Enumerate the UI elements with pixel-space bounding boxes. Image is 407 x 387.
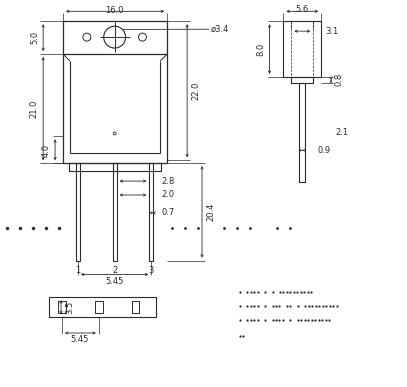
Bar xyxy=(149,163,153,260)
Text: 2.8: 2.8 xyxy=(161,176,175,186)
Bar xyxy=(131,301,140,313)
Bar xyxy=(49,297,156,317)
Bar xyxy=(76,163,80,260)
Text: 4.0: 4.0 xyxy=(42,144,50,157)
Bar xyxy=(95,301,103,313)
Bar xyxy=(69,163,161,171)
Text: 3.5: 3.5 xyxy=(66,301,74,314)
Text: 0.8: 0.8 xyxy=(335,73,344,86)
Text: 20.4: 20.4 xyxy=(206,203,215,221)
Text: 5.0: 5.0 xyxy=(31,31,40,44)
Text: 8.0: 8.0 xyxy=(256,43,265,56)
Text: 21.0: 21.0 xyxy=(30,99,39,118)
Bar xyxy=(291,77,313,83)
Text: 0.7: 0.7 xyxy=(161,208,175,217)
Text: 22.0: 22.0 xyxy=(192,82,201,100)
Text: 0.9: 0.9 xyxy=(317,146,330,155)
Bar xyxy=(113,163,117,260)
Text: 2.1: 2.1 xyxy=(335,128,348,137)
Text: 1: 1 xyxy=(75,266,81,275)
Text: 16.0: 16.0 xyxy=(105,6,124,15)
Bar xyxy=(283,21,321,77)
Text: 5.45: 5.45 xyxy=(105,277,124,286)
Bar xyxy=(63,21,167,163)
Text: 3.1: 3.1 xyxy=(325,27,338,36)
Text: ø3.4: ø3.4 xyxy=(211,25,229,34)
Text: 3: 3 xyxy=(149,266,154,275)
Text: 2: 2 xyxy=(112,266,117,275)
Text: 2.0: 2.0 xyxy=(161,190,175,199)
Text: 5.6: 5.6 xyxy=(295,5,309,14)
Bar xyxy=(299,83,305,182)
Text: 5.45: 5.45 xyxy=(71,336,89,344)
Bar xyxy=(58,301,66,313)
